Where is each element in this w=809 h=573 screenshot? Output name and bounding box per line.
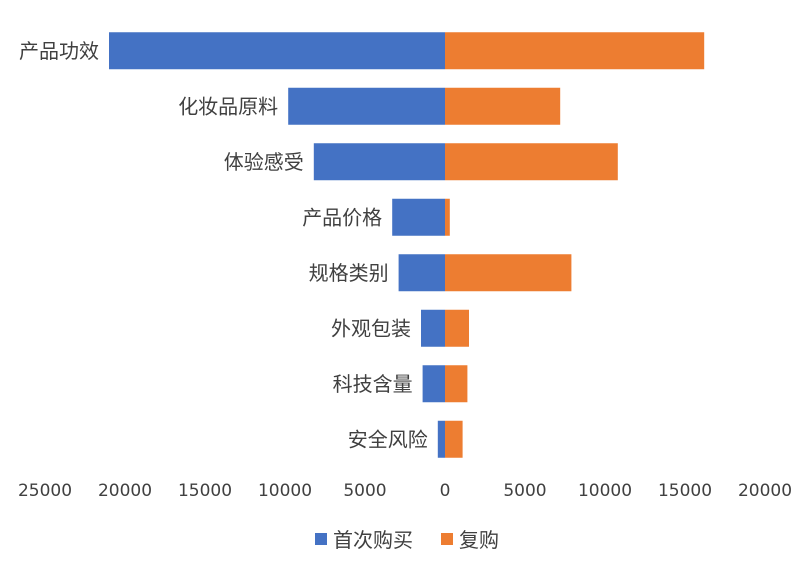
x-tick-label-5: 0 (440, 481, 451, 501)
category-label-7: 安全风险 (348, 427, 428, 451)
bars-group (109, 32, 705, 458)
bar-repurchase-6 (445, 365, 468, 403)
legend: 首次购买 复购 (315, 528, 499, 552)
x-tick-label-8: 15000 (658, 481, 712, 501)
bar-repurchase-0 (445, 32, 705, 70)
category-label-1: 化妆品原料 (178, 94, 278, 118)
legend-swatch-first-purchase (315, 533, 327, 545)
bar-repurchase-3 (445, 198, 450, 236)
category-label-5: 外观包装 (331, 316, 411, 340)
x-tick-label-3: 10000 (258, 481, 312, 501)
bar-first-purchase-1 (288, 87, 445, 125)
x-axis-tick-labels: 25000 20000 15000 10000 5000 0 5000 10000 15000 2… (18, 481, 792, 501)
bar-repurchase-2 (445, 143, 618, 181)
legend-label-first-purchase: 首次购买 (333, 528, 413, 552)
x-tick-label-1: 20000 (98, 481, 152, 501)
x-tick-label-2: 15000 (178, 481, 232, 501)
legend-label-repurchase: 复购 (459, 528, 499, 552)
x-tick-label-0: 25000 (18, 481, 72, 501)
bar-first-purchase-6 (422, 365, 445, 403)
bar-repurchase-1 (445, 87, 561, 125)
category-label-0: 产品功效 (19, 39, 99, 63)
category-label-2: 体验感受 (224, 150, 304, 174)
bar-repurchase-7 (445, 420, 463, 458)
x-tick-label-4: 5000 (343, 481, 386, 501)
x-tick-label-6: 5000 (503, 481, 546, 501)
bar-first-purchase-7 (437, 420, 445, 458)
bar-repurchase-4 (445, 254, 572, 292)
bar-first-purchase-0 (109, 32, 445, 70)
x-tick-label-7: 10000 (578, 481, 632, 501)
bar-first-purchase-4 (398, 254, 445, 292)
category-label-4: 规格类别 (309, 261, 389, 285)
x-tick-label-9: 20000 (738, 481, 792, 501)
bar-repurchase-5 (445, 309, 469, 347)
bar-first-purchase-5 (421, 309, 445, 347)
bar-first-purchase-2 (313, 143, 445, 181)
bar-first-purchase-3 (392, 198, 445, 236)
category-label-6: 科技含量 (333, 372, 413, 396)
legend-swatch-repurchase (441, 533, 453, 545)
category-label-3: 产品价格 (302, 205, 382, 229)
